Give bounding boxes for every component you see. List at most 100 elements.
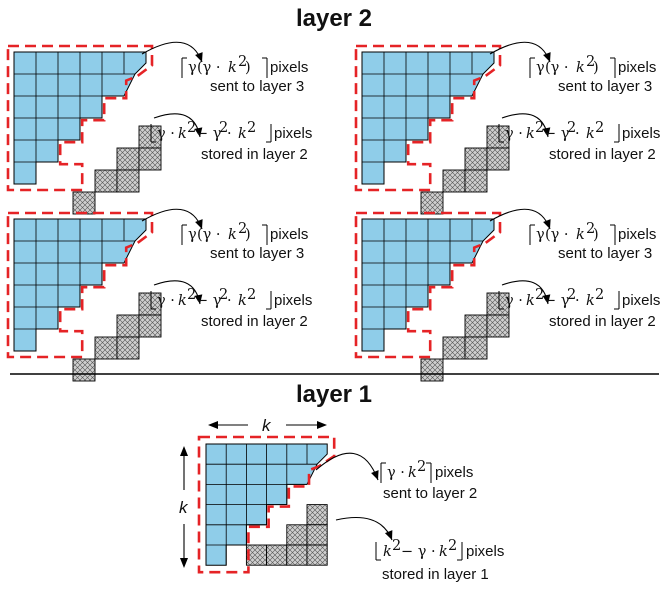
- math-exponent: 2: [219, 287, 228, 303]
- math-exponent: 2: [567, 287, 576, 303]
- k-label: k: [262, 416, 272, 435]
- sent-caption: sent to layer 3: [558, 245, 652, 262]
- sent-caption: sent to layer 3: [210, 78, 304, 95]
- stored-pixel-cell: [94, 169, 118, 193]
- ceil-brackets: [529, 224, 616, 245]
- math-minus-gamma: − γ ·: [401, 544, 436, 560]
- sent-caption: sent to layer 2: [383, 485, 477, 502]
- arrow-head: [542, 294, 551, 304]
- stored-pixel-cell: [486, 147, 510, 171]
- math-exponent: 2: [535, 287, 544, 303]
- stored-pixel-cell: [116, 169, 140, 193]
- pixels-label: pixels: [622, 125, 660, 142]
- pixel-grid: [362, 219, 483, 351]
- stored-pixels: [420, 125, 510, 215]
- math-exponent: 2: [238, 221, 247, 237]
- stored-caption: stored in layer 1: [382, 566, 489, 583]
- math-paren: ): [593, 60, 599, 76]
- stored-pixels: [245, 504, 328, 566]
- sent-caption: sent to layer 3: [210, 245, 304, 262]
- pixels-label: pixels: [274, 125, 312, 142]
- boundary-dashed: [6, 211, 154, 359]
- boundary-dashed: [354, 44, 502, 192]
- arrow-head: [195, 219, 203, 229]
- math-exponent: 2: [448, 538, 457, 554]
- stored-pixel-cell: [420, 191, 444, 215]
- math-minus-gamma: − γ: [544, 293, 569, 309]
- k-label: k: [179, 498, 189, 517]
- math-gamma: γ ·: [505, 126, 523, 142]
- stored-pixel-cell: [286, 524, 308, 546]
- arrow-curve: [315, 452, 379, 481]
- math-k: k: [238, 126, 247, 142]
- arrow-to-layer-3: [489, 41, 551, 63]
- arrow-head: [180, 446, 188, 456]
- math-dot: ·: [227, 293, 232, 309]
- floor-brackets: [150, 124, 272, 143]
- stored-pixel-cell: [464, 336, 488, 360]
- sent-caption: sent to layer 3: [558, 78, 652, 95]
- stored-pixel-cell: [464, 169, 488, 193]
- arrow-head: [543, 52, 551, 62]
- ceil-brackets: [380, 462, 432, 483]
- math-dot: ·: [227, 126, 232, 142]
- math-minus-gamma: − γ: [196, 293, 221, 309]
- arrow-head: [371, 470, 379, 480]
- stored-pixel-cell: [94, 336, 118, 360]
- stored-caption: stored in layer 2: [201, 146, 308, 163]
- pixels-label: pixels: [270, 59, 308, 76]
- math-k: k: [408, 465, 417, 481]
- pixels-label: pixels: [274, 292, 312, 309]
- math-gamma: γ: [536, 60, 545, 76]
- k-dimension-horizontal: k: [208, 416, 327, 435]
- stored-caption: stored in layer 2: [549, 146, 656, 163]
- math-k: k: [383, 544, 392, 560]
- math-paren: ): [593, 227, 599, 243]
- math-exponent: 2: [595, 120, 604, 136]
- stored-pixels: [420, 292, 510, 382]
- math-k: k: [586, 293, 595, 309]
- math-exponent: 2: [392, 538, 401, 554]
- stored-pixel-cell: [306, 524, 328, 546]
- floor-brackets: [498, 291, 620, 310]
- stored-pixel-cell: [420, 358, 444, 382]
- stored-pixel-cell: [138, 314, 162, 338]
- stored-pixel-cell: [442, 336, 466, 360]
- arrow-head: [542, 127, 551, 137]
- math-gamma: γ ·: [387, 465, 405, 481]
- stored-pixels: [72, 292, 162, 382]
- stored-pixel-cell: [116, 147, 140, 171]
- math-exponent: 2: [586, 221, 595, 237]
- ceil-brackets: [181, 57, 268, 78]
- arrow-head: [208, 421, 218, 429]
- stored-pixel-cell: [116, 336, 140, 360]
- ceil-brackets: [529, 57, 616, 78]
- math-k: k: [178, 126, 187, 142]
- math-k: k: [526, 126, 535, 142]
- math-k: k: [238, 293, 247, 309]
- stored-pixel-cell: [486, 314, 510, 338]
- math-exponent: 2: [586, 54, 595, 70]
- stored-pixel-cell: [442, 169, 466, 193]
- math-gamma: γ ·: [505, 293, 523, 309]
- math-exponent: 2: [247, 287, 256, 303]
- arrow-to-layer-3: [141, 208, 203, 230]
- math-exponent: 2: [417, 459, 426, 475]
- ceil-brackets: [181, 224, 268, 245]
- math-exponent: 2: [238, 54, 247, 70]
- math-k: k: [586, 126, 595, 142]
- stored-pixel-cell: [464, 147, 488, 171]
- pixel-grid: [14, 52, 135, 184]
- math-k: k: [439, 544, 448, 560]
- pixel-grid: [362, 52, 483, 184]
- stored-pixel-cell: [306, 544, 328, 566]
- math-k: k: [178, 293, 187, 309]
- stored-caption: stored in layer 2: [201, 313, 308, 330]
- math-gamma: γ: [188, 60, 197, 76]
- math-k: k: [576, 227, 585, 243]
- math-k: k: [228, 227, 237, 243]
